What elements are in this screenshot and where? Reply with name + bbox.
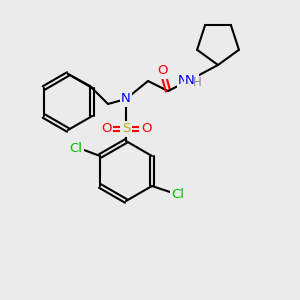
Text: NH: NH — [178, 74, 198, 88]
Text: S: S — [122, 122, 130, 136]
Text: N: N — [185, 74, 195, 88]
Text: H: H — [193, 76, 201, 88]
Text: O: O — [158, 64, 168, 77]
Text: Cl: Cl — [172, 188, 184, 200]
Text: O: O — [141, 122, 151, 136]
Text: O: O — [101, 122, 111, 136]
Text: N: N — [121, 92, 131, 106]
Text: Cl: Cl — [70, 142, 83, 154]
